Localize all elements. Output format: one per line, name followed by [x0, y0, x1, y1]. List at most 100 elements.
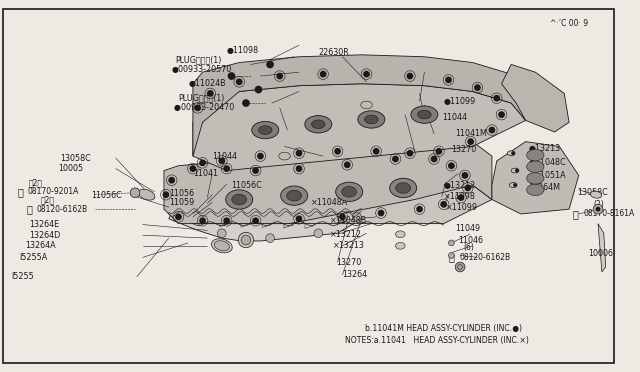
Circle shape — [238, 232, 253, 248]
Ellipse shape — [509, 183, 517, 187]
Text: ×11099: ×11099 — [445, 203, 477, 212]
Circle shape — [320, 71, 326, 77]
Circle shape — [199, 160, 206, 166]
Circle shape — [458, 194, 465, 201]
Circle shape — [228, 72, 236, 80]
Ellipse shape — [411, 106, 438, 123]
Polygon shape — [492, 142, 579, 214]
Text: b.11041M HEAD ASSY-CYLINDER (INC.●): b.11041M HEAD ASSY-CYLINDER (INC.●) — [346, 324, 522, 333]
Polygon shape — [193, 84, 525, 171]
Text: ●11051A: ●11051A — [529, 171, 566, 180]
Circle shape — [467, 138, 474, 145]
Text: 13264E: 13264E — [29, 220, 59, 229]
Circle shape — [455, 262, 465, 272]
Text: 13264A: 13264A — [25, 241, 56, 250]
Ellipse shape — [527, 173, 544, 184]
Circle shape — [218, 229, 226, 238]
Ellipse shape — [390, 178, 417, 198]
Text: 11056C: 11056C — [92, 191, 122, 200]
Circle shape — [416, 206, 423, 212]
Text: 11049: 11049 — [455, 224, 481, 233]
Ellipse shape — [358, 111, 385, 128]
Polygon shape — [164, 142, 492, 224]
Circle shape — [593, 204, 603, 214]
Circle shape — [406, 73, 413, 79]
Circle shape — [236, 78, 243, 85]
Circle shape — [461, 172, 468, 179]
Text: (2): (2) — [593, 200, 604, 209]
Circle shape — [218, 158, 225, 164]
Text: 08170-8161A: 08170-8161A — [584, 209, 635, 218]
Circle shape — [448, 162, 455, 169]
Ellipse shape — [527, 184, 544, 196]
Ellipse shape — [342, 186, 356, 197]
Circle shape — [406, 150, 413, 157]
Circle shape — [515, 169, 519, 173]
Circle shape — [498, 111, 505, 118]
Circle shape — [344, 161, 351, 168]
Circle shape — [189, 165, 196, 172]
Text: ●11024B: ●11024B — [189, 79, 227, 88]
Circle shape — [372, 148, 380, 155]
Polygon shape — [169, 182, 367, 241]
Ellipse shape — [259, 126, 272, 134]
Text: Ⓑ: Ⓑ — [449, 252, 454, 262]
Circle shape — [363, 71, 370, 77]
Text: ×13212: ×13212 — [330, 230, 362, 239]
Text: ●11099: ●11099 — [444, 97, 476, 106]
Circle shape — [257, 153, 264, 160]
Text: 10006: 10006 — [588, 249, 613, 258]
Circle shape — [130, 188, 140, 198]
Ellipse shape — [279, 152, 291, 160]
Text: 08120-6162B: 08120-6162B — [36, 205, 88, 214]
Circle shape — [353, 212, 361, 221]
Text: 13264M: 13264M — [529, 183, 561, 192]
Circle shape — [474, 84, 481, 91]
Circle shape — [266, 234, 275, 243]
Text: ＜2＞: ＜2＞ — [40, 195, 54, 204]
Ellipse shape — [305, 116, 332, 133]
Polygon shape — [502, 64, 569, 132]
Text: Ⓑ: Ⓑ — [573, 209, 579, 219]
Text: 22630R: 22630R — [318, 48, 349, 57]
Circle shape — [252, 217, 259, 224]
Text: ●11048C: ●11048C — [529, 158, 566, 167]
Circle shape — [252, 167, 259, 174]
Text: 13264D: 13264D — [29, 231, 60, 240]
Polygon shape — [193, 55, 525, 156]
Circle shape — [199, 217, 206, 224]
Circle shape — [175, 214, 182, 220]
Circle shape — [449, 253, 454, 258]
Ellipse shape — [232, 194, 246, 205]
Ellipse shape — [511, 168, 519, 173]
Text: 13270: 13270 — [335, 258, 361, 267]
Text: Ⓑ: Ⓑ — [27, 204, 33, 214]
Circle shape — [314, 229, 323, 238]
Circle shape — [440, 201, 447, 208]
Circle shape — [242, 99, 250, 107]
Ellipse shape — [287, 190, 301, 201]
Ellipse shape — [365, 115, 378, 124]
Circle shape — [339, 214, 346, 220]
Text: ×11098: ×11098 — [444, 192, 476, 201]
Ellipse shape — [138, 189, 155, 200]
Text: 13058C: 13058C — [577, 188, 607, 197]
Ellipse shape — [214, 241, 229, 251]
Circle shape — [163, 191, 169, 198]
Circle shape — [445, 77, 452, 83]
Text: ●13213: ●13213 — [529, 144, 561, 153]
Circle shape — [195, 105, 201, 111]
Circle shape — [378, 210, 385, 217]
Circle shape — [296, 150, 302, 157]
Circle shape — [334, 148, 341, 155]
Text: 13058C: 13058C — [60, 154, 90, 163]
Text: ×13213: ×13213 — [333, 241, 365, 250]
Polygon shape — [598, 224, 605, 272]
Ellipse shape — [226, 190, 253, 209]
Text: 08120-6162B: 08120-6162B — [459, 253, 510, 262]
Circle shape — [596, 207, 600, 212]
Ellipse shape — [527, 149, 544, 161]
Text: ×11048A: ×11048A — [310, 198, 348, 207]
Text: l5255: l5255 — [12, 272, 35, 281]
Ellipse shape — [396, 231, 405, 238]
